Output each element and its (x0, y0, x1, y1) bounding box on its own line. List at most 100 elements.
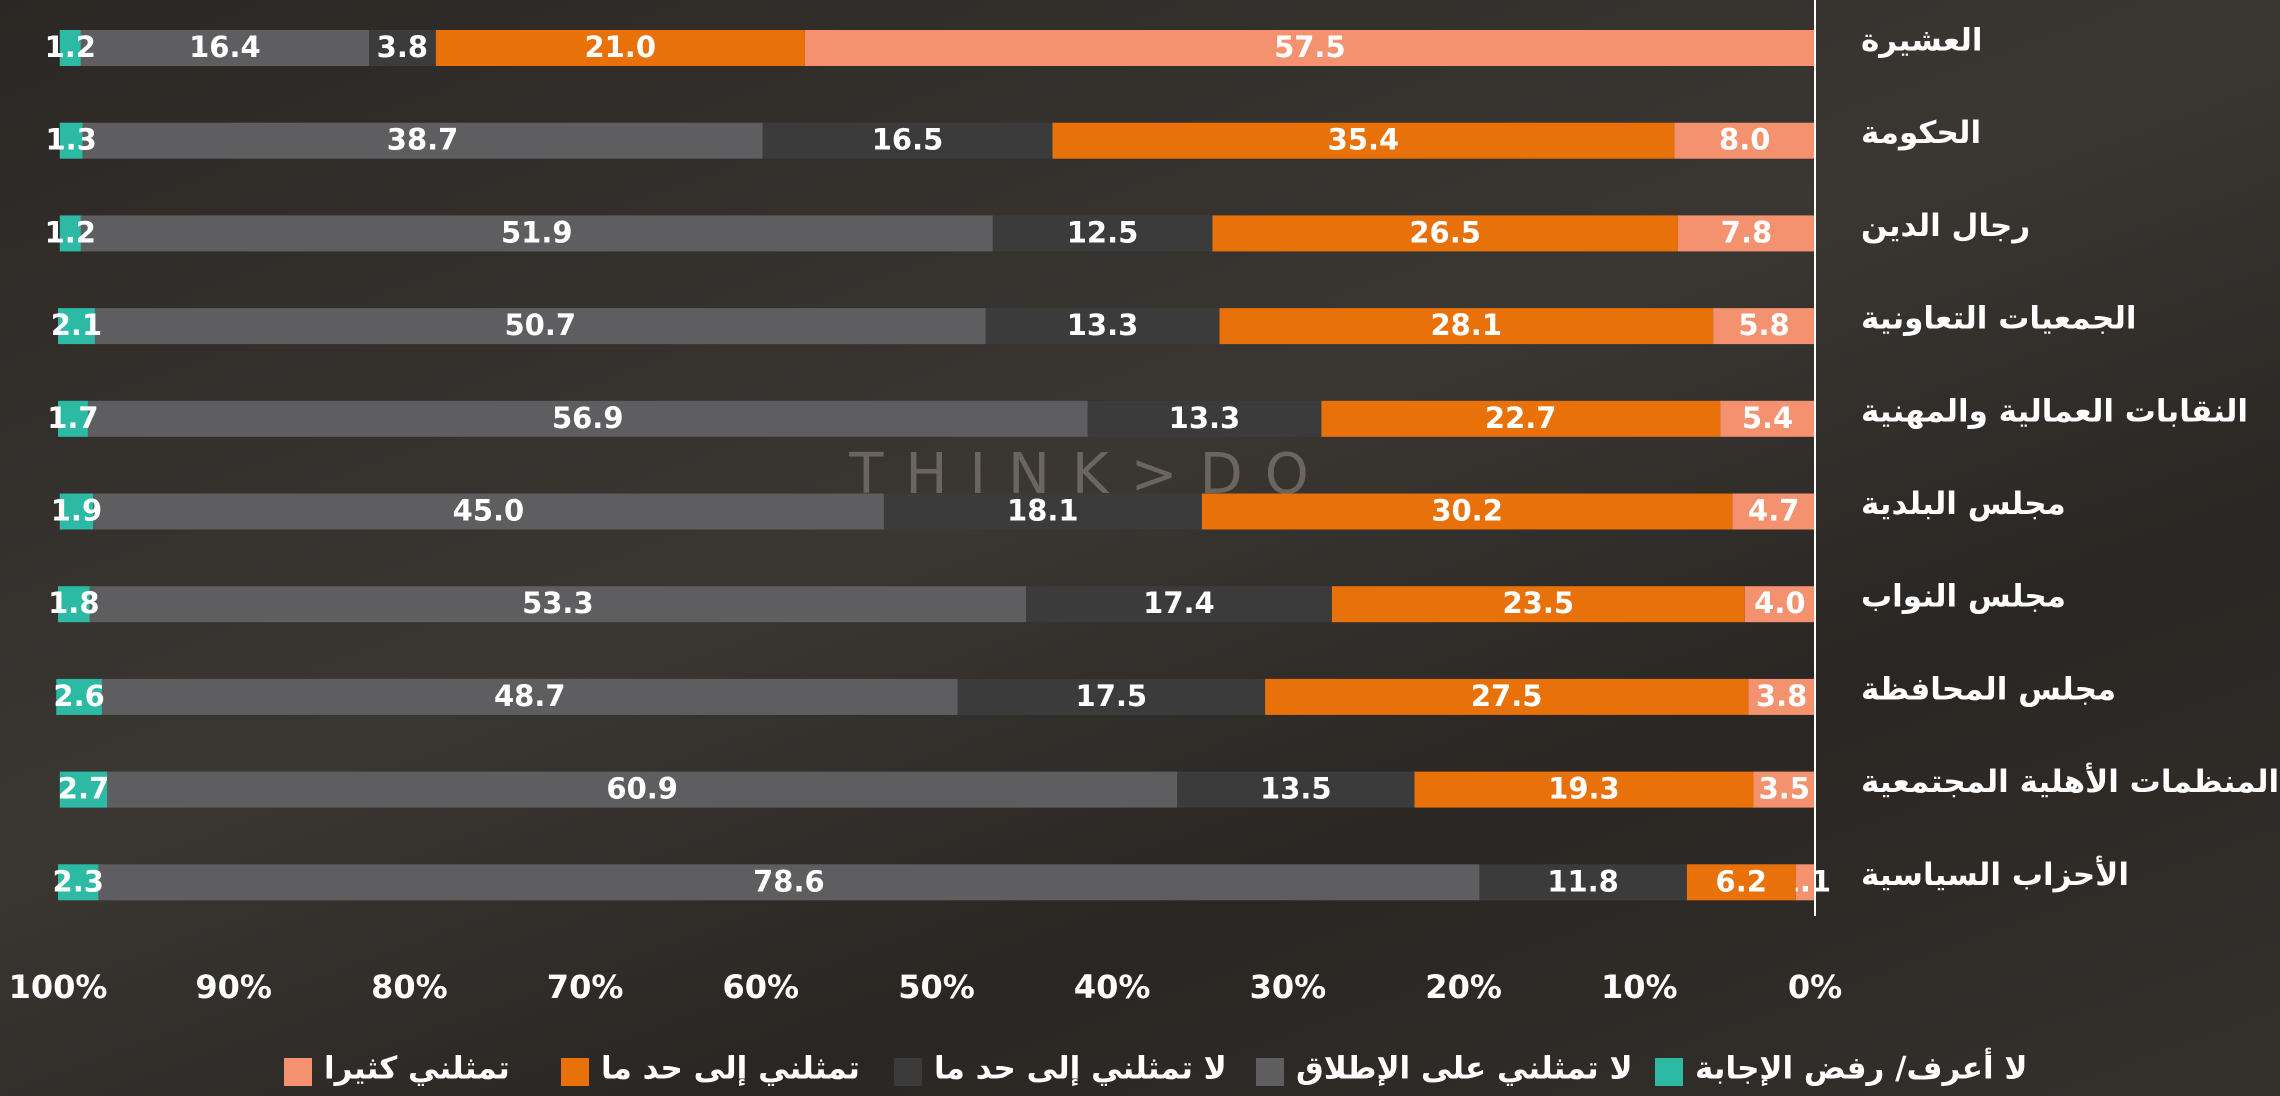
value-label: 78.6 (753, 864, 825, 898)
bar-segment (1753, 771, 1815, 808)
bar-segment (368, 30, 436, 66)
legend-swatch (894, 1058, 922, 1086)
value-label: 60.9 (606, 772, 678, 806)
value-label: 18.1 (1007, 494, 1079, 528)
bar-segment (56, 678, 102, 715)
bar-segment (992, 215, 1213, 252)
value-label: 5.8 (1738, 308, 1789, 342)
bar-segment (1201, 493, 1733, 530)
value-label: 4.7 (1748, 494, 1799, 528)
bar-segment (762, 122, 1053, 159)
bar-segment (59, 30, 81, 66)
value-label: 50.7 (505, 308, 577, 342)
value-label: 3.8 (377, 30, 428, 64)
x-tick-label: 20% (1425, 968, 1502, 1006)
value-label: 21.0 (584, 30, 656, 64)
x-tick-label: 60% (723, 968, 800, 1006)
value-label: 1.3 (45, 123, 96, 157)
x-tick-label: 70% (547, 968, 624, 1006)
category-label: العشيرة (1861, 23, 1983, 59)
value-label: 53.3 (522, 586, 594, 620)
legend-swatch (1256, 1058, 1284, 1086)
value-label: 12.5 (1067, 215, 1139, 249)
legend-swatch (284, 1058, 312, 1086)
bar-segment (1026, 586, 1332, 623)
bar-segment (58, 864, 99, 901)
value-label: 1.2 (45, 30, 96, 64)
x-tick-label: 50% (898, 968, 975, 1006)
legend-swatch (561, 1058, 589, 1086)
category-label: رجال الدين (1861, 208, 2030, 244)
bar-segment (89, 586, 1027, 623)
bar-segment (1414, 771, 1754, 808)
value-label: 28.1 (1430, 308, 1502, 342)
value-label: 45.0 (453, 494, 525, 528)
bar-segment (58, 400, 88, 437)
legend-label: لا أعرف/ رفض الإجابة (1695, 1048, 2027, 1087)
category-label: مجلس النواب (1861, 579, 2066, 615)
value-label: 7.8 (1721, 215, 1772, 249)
category-label: المنظمات الأهلية المجتمعية (1861, 762, 2279, 800)
bar-segment (98, 864, 1480, 901)
x-tick-label: 90% (195, 968, 272, 1006)
value-label: 38.7 (387, 123, 459, 157)
value-label: 30.2 (1431, 494, 1503, 528)
bar-segment (87, 400, 1088, 437)
value-label: 17.5 (1076, 679, 1148, 713)
value-label: 13.3 (1067, 308, 1139, 342)
category-label: مجلس البلدية (1861, 486, 2066, 522)
value-label: 8.0 (1719, 123, 1770, 157)
bar-segment (59, 493, 94, 530)
bar-segment (1265, 678, 1749, 715)
value-label: 2.3 (53, 864, 104, 898)
bar-segment (1219, 308, 1714, 345)
legend-label: لا تمثلني على الإطلاق (1296, 1051, 1633, 1087)
value-label: 13.3 (1169, 401, 1241, 435)
bar-segment (80, 30, 369, 66)
value-label: 57.5 (1274, 30, 1346, 64)
value-label: 1.8 (48, 586, 99, 620)
value-label: 2.6 (53, 679, 104, 713)
category-label: النقابات العمالية والمهنية (1861, 393, 2248, 429)
value-label: 1.2 (45, 215, 96, 249)
x-tick-label: 10% (1601, 968, 1678, 1006)
bar-segment (1677, 215, 1815, 252)
bar-segment (985, 308, 1220, 345)
value-label: 16.5 (872, 123, 944, 157)
value-label: 23.5 (1502, 586, 1574, 620)
bar-segment (59, 771, 108, 808)
value-label: 51.9 (501, 215, 573, 249)
bar-segment (94, 308, 986, 345)
bar-segment (58, 308, 95, 345)
value-label: 5.4 (1742, 401, 1793, 435)
legend-label: تمثلني كثيرا (324, 1051, 510, 1087)
value-label: 6.2 (1716, 864, 1767, 898)
bar-segment (1479, 864, 1687, 901)
value-label: 27.5 (1471, 679, 1543, 713)
value-label: 16.4 (189, 30, 261, 64)
x-tick-label: 80% (371, 968, 448, 1006)
bar-segment (1720, 400, 1815, 437)
value-label: 26.5 (1409, 215, 1481, 249)
bar-segment (957, 678, 1266, 715)
bar-segment (435, 30, 805, 66)
legend-swatch (1655, 1058, 1683, 1086)
value-label: 56.9 (552, 401, 624, 435)
value-label: 1.9 (51, 494, 102, 528)
bar-segment (1177, 771, 1415, 808)
value-label: 17.4 (1143, 586, 1215, 620)
bar-segment (1795, 864, 1815, 901)
bar-segment (93, 493, 884, 530)
bar-segment (1052, 122, 1675, 159)
x-tick-label: 30% (1250, 968, 1327, 1006)
bar-segment (1748, 678, 1815, 715)
category-label: الحكومة (1861, 115, 1981, 151)
bar-segment (883, 493, 1202, 530)
value-label: 1.7 (47, 401, 98, 435)
bar-segment (1331, 586, 1745, 623)
bar-segment (1087, 400, 1322, 437)
legend-label: لا تمثلني إلى حد ما (934, 1051, 1227, 1087)
value-label: 3.8 (1756, 679, 1807, 713)
